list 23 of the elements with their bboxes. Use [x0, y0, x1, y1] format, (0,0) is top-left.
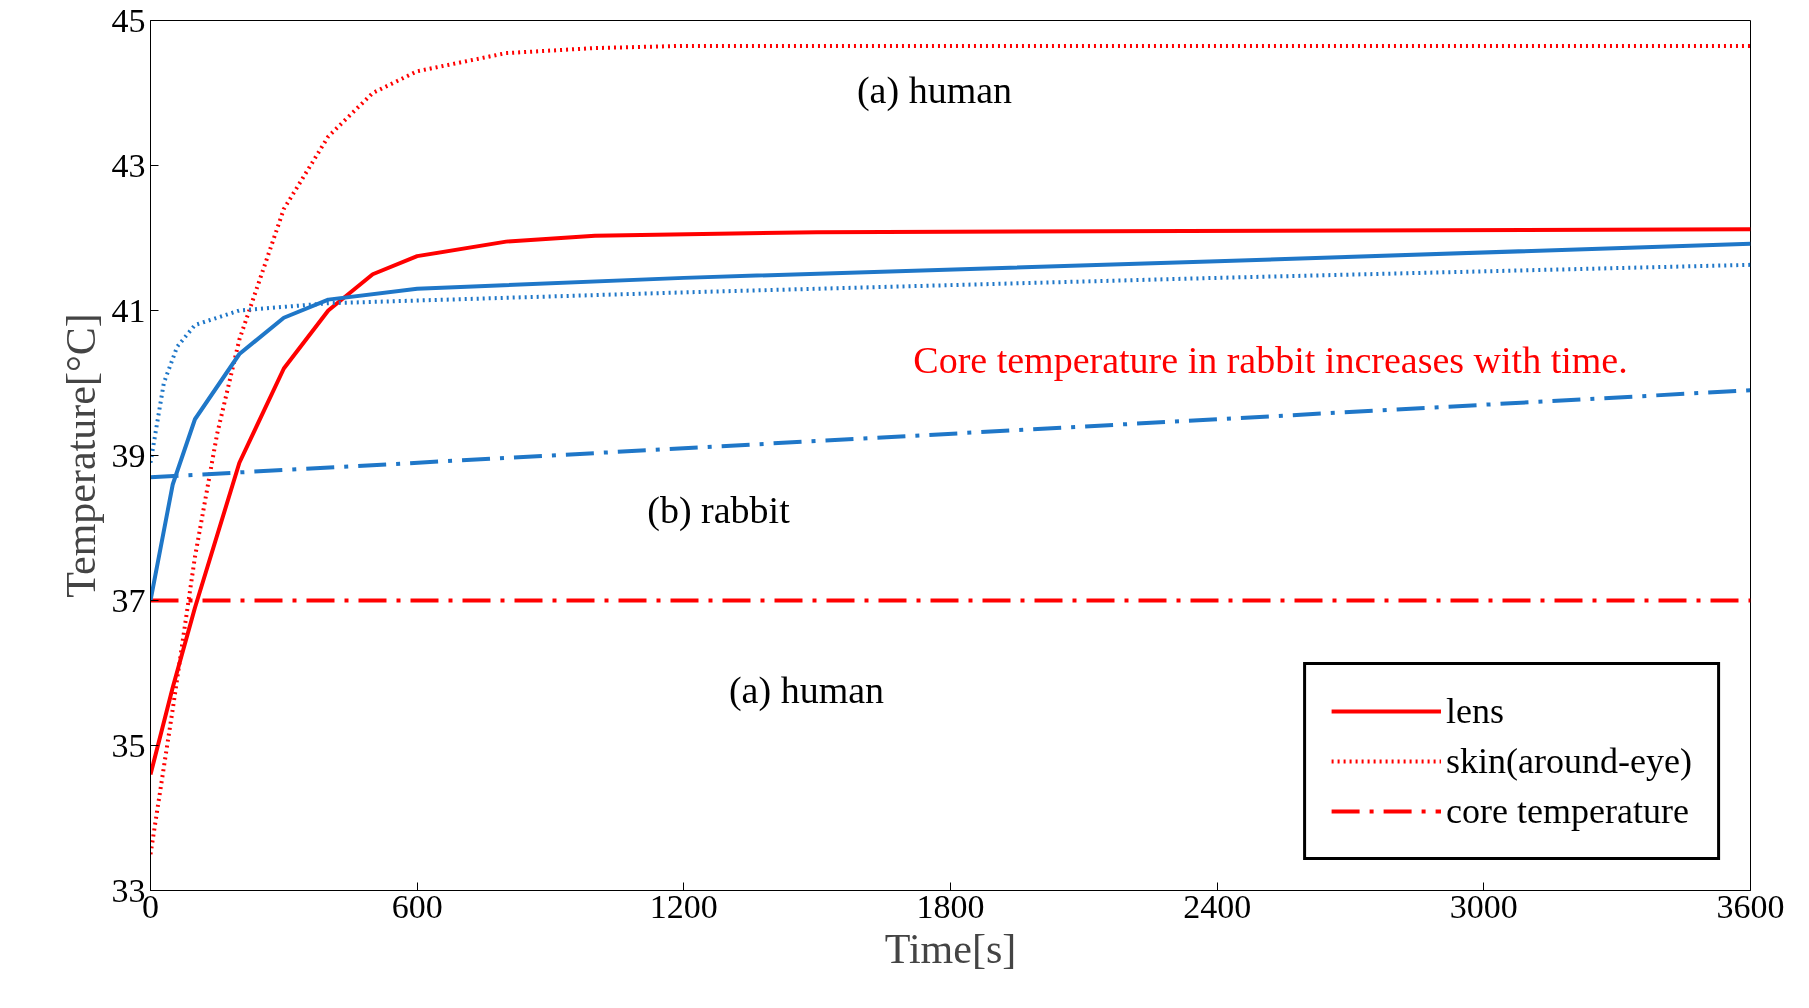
line-series: [150, 43, 1751, 857]
annotation: Core temperature in rabbit increases with time.: [913, 338, 1628, 381]
x-axis-title: Time[s]: [884, 925, 1017, 972]
annotation: (a) human: [856, 69, 1013, 113]
x-tick-label: 3600: [1716, 887, 1785, 925]
x-tick-label: 1800: [916, 887, 985, 925]
y-tick-label: 43: [111, 146, 146, 184]
x-tick-label: 600: [391, 887, 443, 925]
legend-label: lens: [1446, 690, 1505, 732]
annotation: (a) human: [728, 669, 885, 713]
y-tick-label: 39: [111, 436, 146, 474]
y-tick-label: 45: [111, 1, 146, 39]
x-tick-label: 1200: [649, 887, 718, 925]
y-tick-label: 35: [111, 726, 146, 764]
line-series: [150, 241, 1751, 603]
legend-label: core temperature: [1446, 790, 1689, 832]
annotation: (b) rabbit: [647, 489, 791, 533]
y-axis-title: Temperature[°C]: [57, 313, 104, 598]
legend-label: skin(around-eye): [1446, 740, 1692, 782]
y-tick-label: 41: [111, 291, 146, 329]
x-tick-label: 2400: [1183, 887, 1252, 925]
y-tick-label: 37: [111, 581, 146, 619]
x-tick-label: 3000: [1449, 887, 1518, 925]
